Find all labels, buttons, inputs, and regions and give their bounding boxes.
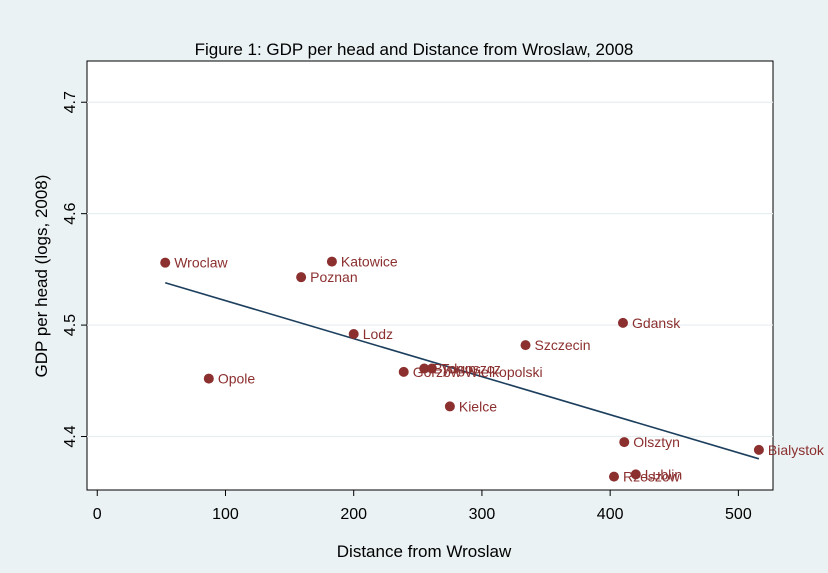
- data-point: [326, 256, 337, 267]
- point-label: Wroclaw: [174, 255, 228, 271]
- plot-area: [86, 60, 774, 491]
- x-tick-label: 0: [93, 506, 102, 523]
- data-point: [617, 317, 628, 328]
- x-axis-title: Distance from Wroslaw: [337, 542, 512, 561]
- x-tick-label: 300: [469, 506, 496, 523]
- data-point: [520, 340, 531, 351]
- data-point: [398, 366, 409, 377]
- chart-title: Figure 1: GDP per head and Distance from…: [195, 40, 634, 59]
- data-point: [203, 373, 214, 384]
- y-axis-ticks: 4.4 4.5 4.6 4.7: [62, 91, 87, 448]
- point-label: Torun: [441, 361, 476, 377]
- grid-lines: [87, 101, 773, 438]
- data-point: [609, 471, 620, 482]
- data-point: [160, 257, 171, 268]
- y-tick-label: 4.7: [62, 91, 79, 113]
- x-tick-label: 500: [725, 506, 752, 523]
- data-point: [296, 272, 307, 283]
- point-label: Bydgoszcz: [433, 361, 501, 377]
- x-tick-label: 100: [212, 506, 239, 523]
- point-label: Poznan: [310, 269, 357, 285]
- data-point: [619, 437, 630, 448]
- x-tick-label: 200: [340, 506, 367, 523]
- point-label: Opole: [218, 371, 256, 387]
- data-point: [426, 363, 437, 374]
- point-label: Lublin: [645, 466, 682, 482]
- point-label: Katowice: [341, 254, 398, 270]
- y-tick-label: 4.5: [62, 314, 79, 336]
- y-tick-label: 4.6: [62, 202, 79, 224]
- point-label: Kielce: [459, 398, 497, 414]
- fit-line: [164, 281, 760, 460]
- point-label: Gdansk: [632, 315, 681, 331]
- x-tick-label: 400: [597, 506, 624, 523]
- point-label: Rzeszow: [623, 469, 681, 485]
- data-point: [630, 469, 641, 480]
- point-label: Olsztyn: [633, 434, 680, 450]
- y-axis-title: GDP per head (logs, 2008): [32, 175, 51, 378]
- point-label: Gorzow Wielkopolski: [413, 364, 543, 380]
- data-point: [419, 363, 430, 374]
- data-point: [753, 444, 764, 455]
- point-label: Lodz: [363, 326, 393, 342]
- data-point: [348, 329, 359, 339]
- x-axis-ticks: 0 100 200 300 400 500: [93, 490, 752, 523]
- y-tick-label: 4.4: [62, 425, 79, 447]
- data-point: [444, 401, 455, 412]
- point-label: Szczecin: [535, 337, 591, 353]
- point-label: Bialystok: [768, 442, 825, 458]
